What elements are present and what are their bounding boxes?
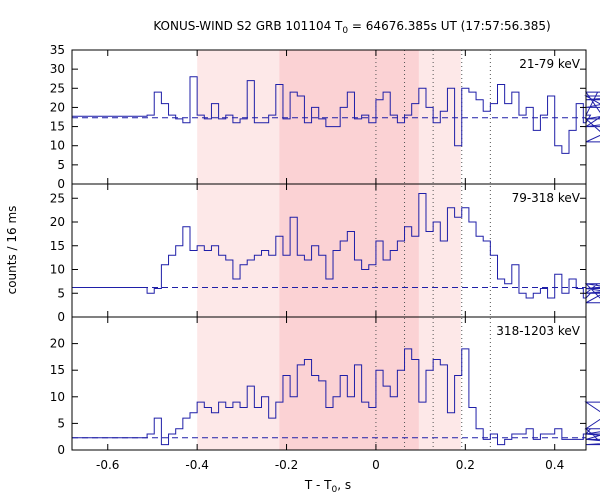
y-tick-label-1: 35 bbox=[50, 43, 65, 57]
y-tick-label-1: 5 bbox=[57, 158, 65, 172]
y-tick-label-3: 20 bbox=[50, 337, 65, 351]
light-curve-2 bbox=[72, 193, 600, 304]
energy-band-label-2: 79-318 keV bbox=[512, 191, 581, 205]
y-tick-label-1: 25 bbox=[50, 81, 65, 95]
y-tick-label-3: 15 bbox=[50, 363, 65, 377]
y-tick-label-3: 10 bbox=[50, 390, 65, 404]
y-tick-label-1: 20 bbox=[50, 100, 65, 114]
chart-title: KONUS-WIND S2 GRB 101104 T0 = 64676.385s… bbox=[153, 19, 550, 36]
energy-band-label-1: 21-79 keV bbox=[519, 57, 581, 71]
light-curve-3 bbox=[72, 348, 600, 446]
y-tick-label-1: 15 bbox=[50, 120, 65, 134]
x-tick-label: -0.6 bbox=[96, 458, 119, 472]
y-tick-label-3: 0 bbox=[57, 443, 65, 457]
plot-area: 0 5 10 15 20 25 30 35 21-79 keV 0 5 10 15 20 25 79-318 … bbox=[50, 43, 600, 472]
y-tick-label-1: 30 bbox=[50, 62, 65, 76]
x-tick-label: -0.2 bbox=[275, 458, 298, 472]
light-curve-1 bbox=[72, 76, 600, 154]
y-tick-label-2: 20 bbox=[50, 215, 65, 229]
x-tick-label: -0.4 bbox=[185, 458, 208, 472]
y-axis-label: counts / 16 ms bbox=[5, 206, 19, 295]
y-tick-label-2: 0 bbox=[57, 310, 65, 324]
panel-frame-3 bbox=[71, 316, 587, 451]
y-tick-label-2: 25 bbox=[50, 191, 65, 205]
shaded-interval-2 bbox=[279, 50, 419, 450]
x-tick-label: 0 bbox=[372, 458, 380, 472]
y-tick-label-3: 5 bbox=[57, 416, 65, 430]
y-tick-label-2: 10 bbox=[50, 263, 65, 277]
y-tick-label-1: 10 bbox=[50, 139, 65, 153]
x-tick-label: 0.2 bbox=[456, 458, 475, 472]
energy-band-label-3: 318-1203 keV bbox=[496, 324, 580, 338]
x-axis-label: T - T0, s bbox=[304, 478, 351, 495]
y-tick-label-1: 0 bbox=[57, 177, 65, 191]
y-tick-label-2: 15 bbox=[50, 239, 65, 253]
y-tick-label-2: 5 bbox=[57, 286, 65, 300]
x-tick-label: 0.4 bbox=[545, 458, 564, 472]
